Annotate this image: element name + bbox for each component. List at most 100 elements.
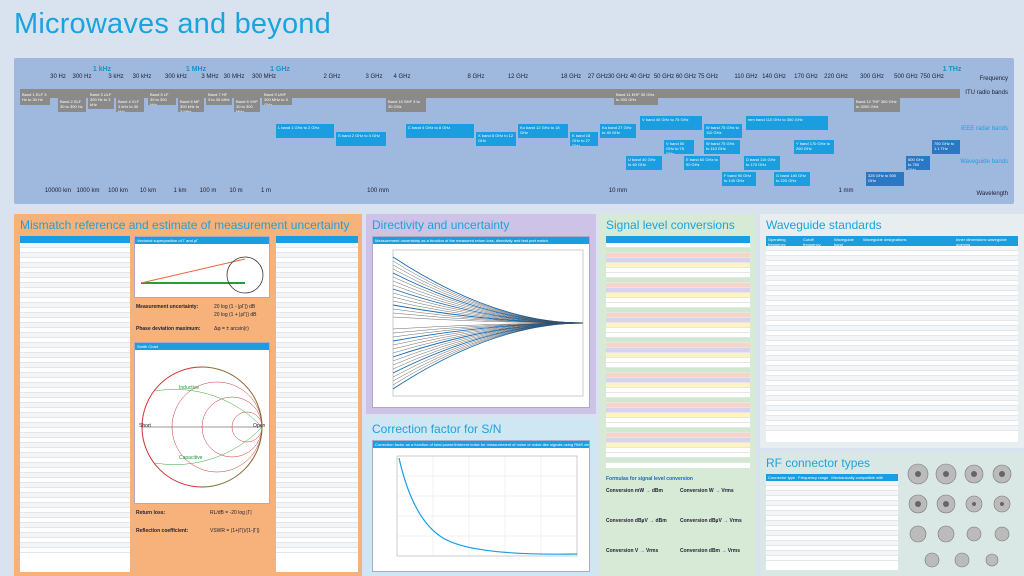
- freq-label: 30 kHz: [132, 74, 152, 80]
- row-label-wavelength: Wavelength: [976, 191, 1008, 197]
- correction-panel: Correction factor for S/N Correction fac…: [366, 418, 596, 576]
- table-row: [606, 268, 750, 273]
- table-row: [606, 243, 750, 248]
- table-row: [20, 428, 130, 433]
- table-row: [606, 368, 750, 373]
- table-row: [20, 433, 130, 438]
- table-row: [20, 438, 130, 443]
- table-row: [766, 501, 898, 506]
- table-row: [766, 376, 1018, 381]
- waveguide-band: W band 75 GHz to 110 GHz: [704, 140, 740, 154]
- row-label-waveguide: Waveguide bands: [960, 159, 1008, 165]
- table-row: [20, 308, 130, 313]
- ieee-band: V band 40 GHz to 75 GHz: [640, 116, 702, 130]
- formula-head: Conversion dBµV → Vrms: [680, 518, 742, 524]
- freq-label: 4 GHz: [393, 74, 411, 80]
- column-header: Operating frequency: [768, 237, 786, 247]
- ieee-band: Ku band 12 GHz to 18 GHz: [518, 124, 568, 138]
- table-row: [276, 543, 358, 548]
- table-row: [606, 443, 750, 448]
- ieee-band: mm band 110 GHz to 300 GHz: [746, 116, 828, 130]
- uncertainty-curve: [392, 322, 584, 330]
- table-row: [276, 313, 358, 318]
- table-row: [766, 526, 898, 531]
- table-row: [606, 338, 750, 343]
- table-row: [276, 413, 358, 418]
- freq-label: 50 GHz: [653, 74, 675, 80]
- wavelength-label: 1 m: [260, 188, 272, 194]
- table-row: [276, 303, 358, 308]
- table-row: [606, 383, 750, 388]
- page-title: Microwaves and beyond: [14, 8, 331, 40]
- panel-title: Waveguide standards: [766, 218, 882, 232]
- table-row: [606, 303, 750, 308]
- table-row: [766, 286, 1018, 291]
- table-body: [766, 481, 898, 561]
- table-row: [276, 423, 358, 428]
- table-row: [20, 273, 130, 278]
- table-row: [606, 448, 750, 453]
- table-row: [20, 483, 130, 488]
- table-row: [276, 248, 358, 253]
- table-row: [276, 338, 358, 343]
- freq-label: 30 GHz: [607, 74, 629, 80]
- table-row: [766, 506, 898, 511]
- table-row: [766, 381, 1018, 386]
- table-row: [766, 411, 1018, 416]
- table-row: [20, 443, 130, 448]
- itu-band: Band 2 SLF 30 to 300 Hz: [58, 98, 86, 112]
- table-row: [20, 528, 130, 533]
- table-row: [606, 458, 750, 463]
- freq-label: 3 MHz: [201, 74, 219, 80]
- table-header: [606, 236, 750, 243]
- waveguide-band: V band 50 GHz to 75 GHz: [664, 140, 694, 154]
- table-row: [766, 361, 1018, 366]
- table-row: [276, 323, 358, 328]
- table-row: [20, 373, 130, 378]
- table-row: [606, 258, 750, 263]
- table-row: [606, 328, 750, 333]
- table-row: [766, 251, 1018, 256]
- smith-label: Inductive: [179, 385, 200, 391]
- table-body: [606, 243, 750, 463]
- freq-label: 30 Hz: [50, 74, 66, 80]
- waveguide-band: 750 GHz to 1.1 THz: [932, 140, 960, 154]
- table-body: [20, 243, 130, 553]
- waveguide-panel: Waveguide standards Operating frequency …: [760, 214, 1024, 448]
- table-row: [606, 413, 750, 418]
- table-header: [20, 236, 130, 243]
- major-freq-label: 1 kHz: [92, 66, 112, 73]
- table-header: [276, 236, 358, 243]
- table-row: [20, 348, 130, 353]
- major-freq-label: 1 MHz: [185, 66, 207, 73]
- table-row: [606, 348, 750, 353]
- freq-label: 18 GHz: [560, 74, 582, 80]
- table-row: [20, 473, 130, 478]
- row-label-ieee: IEEE radar bands: [960, 126, 1008, 132]
- freq-label: 3 GHz: [365, 74, 383, 80]
- meas-uncert-formula: 20 log (1 - |ρΓ|) dB: [214, 304, 256, 310]
- table-body: [766, 246, 1018, 431]
- table-row: [766, 516, 898, 521]
- freq-label: 500 GHz: [894, 74, 918, 80]
- table-row: [276, 288, 358, 293]
- row-label-itu: ITU radio bands: [965, 90, 1008, 96]
- wavelength-label: 10 m: [229, 188, 243, 194]
- table-row: [276, 508, 358, 513]
- freq-label: 12 GHz: [507, 74, 529, 80]
- freq-label: 60 GHz: [675, 74, 697, 80]
- table-row: [606, 418, 750, 423]
- vector-diagram: Vectorial superposition of Γ and ρΓ: [134, 236, 270, 298]
- freq-label: 110 GHz: [734, 74, 758, 80]
- wavelength-label: 1 mm: [838, 188, 854, 194]
- table-row: [766, 281, 1018, 286]
- table-row: [766, 496, 898, 501]
- table-row: [276, 268, 358, 273]
- formula-head: Conversion mW → dBm: [606, 488, 663, 494]
- directivity-chart: Measurement uncertainty as a function of…: [372, 236, 590, 408]
- directivity-panel: Directivity and uncertainty Measurement …: [366, 214, 596, 414]
- table-row: [276, 333, 358, 338]
- table-row: [606, 398, 750, 403]
- table-row: [276, 518, 358, 523]
- freq-label: 75 GHz: [697, 74, 719, 80]
